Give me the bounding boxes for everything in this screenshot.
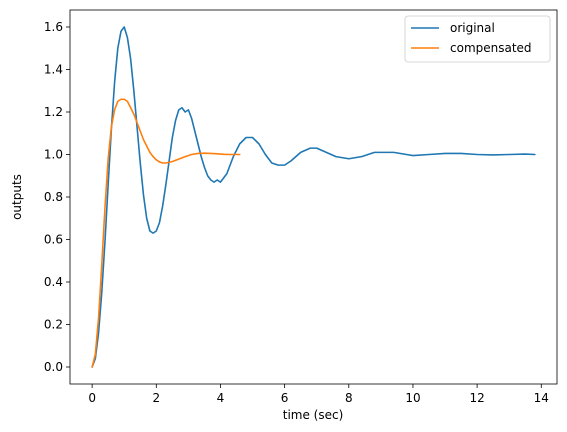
x-tick-label: 14 (534, 391, 549, 405)
x-tick-label: 8 (345, 391, 353, 405)
series-line-original (91, 26, 536, 368)
y-tick-label: 1.2 (44, 105, 63, 119)
series-layer (91, 26, 536, 368)
y-tick-label: 0.6 (44, 233, 63, 247)
x-tick-label: 2 (152, 391, 160, 405)
y-tick-label: 1.4 (44, 63, 63, 77)
y-tick-label: 1.0 (44, 148, 63, 162)
x-tick-label: 6 (281, 391, 289, 405)
legend: original compensated (404, 15, 551, 63)
x-axis-ticks: 0 2 4 6 8 10 12 14 (88, 384, 549, 405)
y-axis-label: outputs (10, 174, 24, 220)
x-tick-label: 12 (469, 391, 484, 405)
legend-label-original: original (450, 21, 495, 35)
x-tick-label: 4 (217, 391, 225, 405)
x-tick-label: 0 (88, 391, 96, 405)
y-tick-label: 0.0 (44, 360, 63, 374)
legend-box (404, 15, 551, 63)
legend-label-compensated: compensated (450, 41, 532, 55)
series-line-compensated (91, 98, 241, 368)
x-tick-label: 10 (405, 391, 420, 405)
y-tick-label: 0.8 (44, 190, 63, 204)
y-tick-label: 0.2 (44, 318, 63, 332)
y-axis-ticks: 0.0 0.2 0.4 0.6 0.8 1.0 1.2 1.4 1.6 (44, 20, 70, 374)
plot-area (70, 10, 557, 384)
x-axis-label: time (sec) (283, 408, 344, 422)
y-tick-label: 1.6 (44, 20, 63, 34)
y-tick-label: 0.4 (44, 275, 63, 289)
